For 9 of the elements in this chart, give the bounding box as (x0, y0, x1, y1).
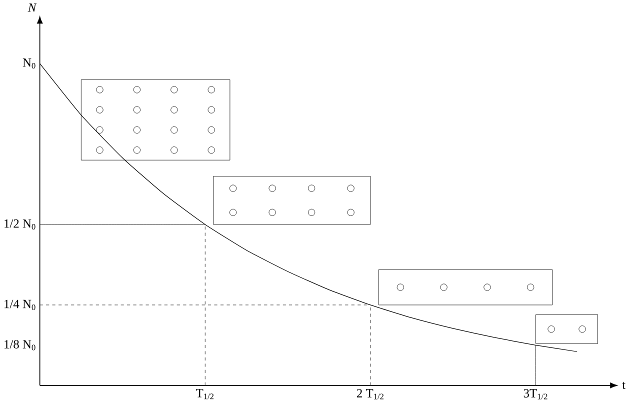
text: N$_{0}$ (22, 58, 36, 69)
text: 1/2 N$_{0}$ (4, 220, 36, 230)
text: 1/4 N$_{0}$ (4, 300, 36, 310)
x-axis-title: t (622, 382, 626, 390)
x-tick-label: 3T$_{1/2}$ (524, 389, 548, 400)
x-tick-label: 2 T$_{1/2}$ (356, 389, 384, 400)
x-tick-label: T$_{1/2}$ (196, 389, 214, 400)
y-axis-title: N (28, 4, 37, 12)
text: 1/8 N$_{0}$ (4, 340, 36, 350)
